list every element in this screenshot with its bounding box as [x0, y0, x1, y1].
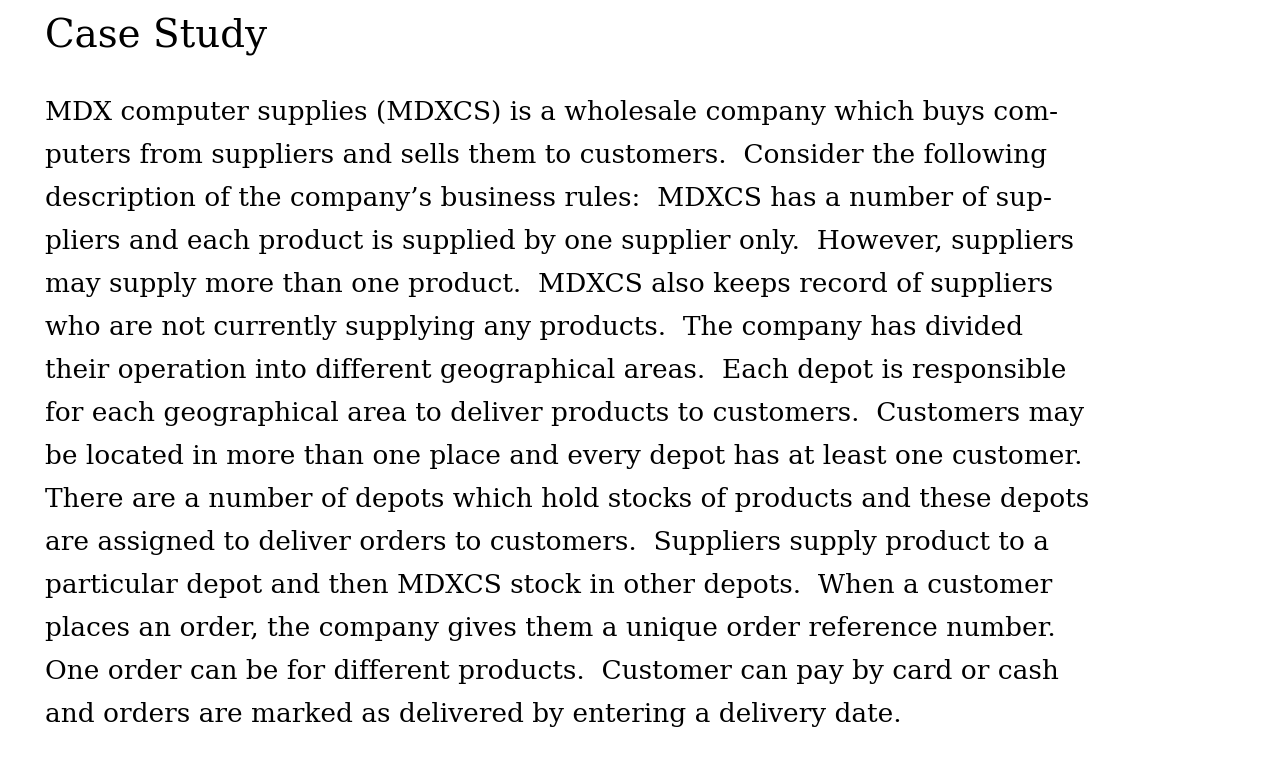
- Text: There are a number of depots which hold stocks of products and these depots: There are a number of depots which hold …: [46, 487, 1089, 512]
- Text: may supply more than one product.  MDXCS also keeps record of suppliers: may supply more than one product. MDXCS …: [46, 272, 1054, 297]
- Text: for each geographical area to deliver products to customers.  Customers may: for each geographical area to deliver pr…: [46, 401, 1084, 426]
- Text: pliers and each product is supplied by one supplier only.  However, suppliers: pliers and each product is supplied by o…: [46, 229, 1074, 254]
- Text: One order can be for different products.  Customer can pay by card or cash: One order can be for different products.…: [46, 659, 1059, 684]
- Text: particular depot and then MDXCS stock in other depots.  When a customer: particular depot and then MDXCS stock in…: [46, 573, 1052, 598]
- Text: be located in more than one place and every depot has at least one customer.: be located in more than one place and ev…: [46, 444, 1083, 469]
- Text: their operation into different geographical areas.  Each depot is responsible: their operation into different geographi…: [46, 358, 1066, 383]
- Text: are assigned to deliver orders to customers.  Suppliers supply product to a: are assigned to deliver orders to custom…: [46, 530, 1049, 555]
- Text: places an order, the company gives them a unique order reference number.: places an order, the company gives them …: [46, 616, 1056, 641]
- Text: MDX computer supplies (MDXCS) is a wholesale company which buys com-: MDX computer supplies (MDXCS) is a whole…: [46, 100, 1058, 125]
- Text: who are not currently supplying any products.  The company has divided: who are not currently supplying any prod…: [46, 315, 1023, 340]
- Text: puters from suppliers and sells them to customers.  Consider the following: puters from suppliers and sells them to …: [46, 143, 1047, 168]
- Text: and orders are marked as delivered by entering a delivery date.: and orders are marked as delivered by en…: [46, 702, 902, 727]
- Text: description of the company’s business rules:  MDXCS has a number of sup-: description of the company’s business ru…: [46, 186, 1052, 211]
- Text: Case Study: Case Study: [46, 18, 267, 56]
